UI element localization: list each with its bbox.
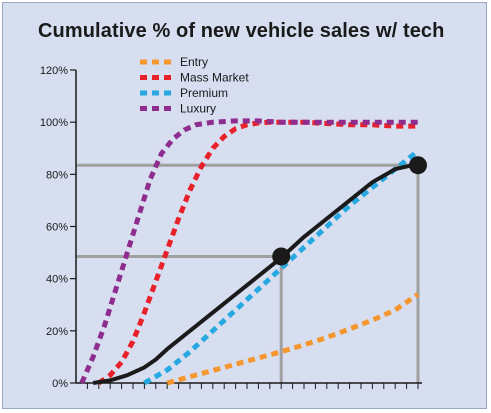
y-tick-label: 20% [46, 326, 68, 338]
markers [272, 156, 427, 266]
y-tick-label: 0% [52, 378, 68, 390]
y-tick-label: 60% [46, 222, 68, 234]
legend-label-entry: Entry [180, 55, 208, 69]
data-point-marker-1 [409, 156, 427, 175]
series-line-entry [166, 292, 420, 386]
series-line-premium [143, 148, 420, 386]
y-tick-label: 40% [46, 274, 68, 286]
y-tick-label: 120% [40, 65, 68, 77]
legend-label-luxury: Luxury [180, 102, 216, 116]
y-tick-label: 100% [40, 117, 68, 129]
data-point-marker-0 [272, 247, 291, 266]
chart-frame [2, 2, 487, 409]
chart-title: Cumulative % of new vehicle sales w/ tec… [38, 20, 445, 42]
y-tick-label: 80% [46, 169, 68, 181]
legend-label-premium: Premium [180, 86, 228, 100]
series-lines [79, 118, 420, 386]
reference-lines [76, 163, 422, 383]
axes: 0% 20% 40% 60% 80% 100% 120% [40, 65, 422, 390]
series-line-mass-market [97, 119, 418, 386]
series-line-overall [92, 161, 419, 385]
series-line-luxury [79, 118, 418, 385]
legend-label-mass-market: Mass Market [180, 71, 249, 85]
